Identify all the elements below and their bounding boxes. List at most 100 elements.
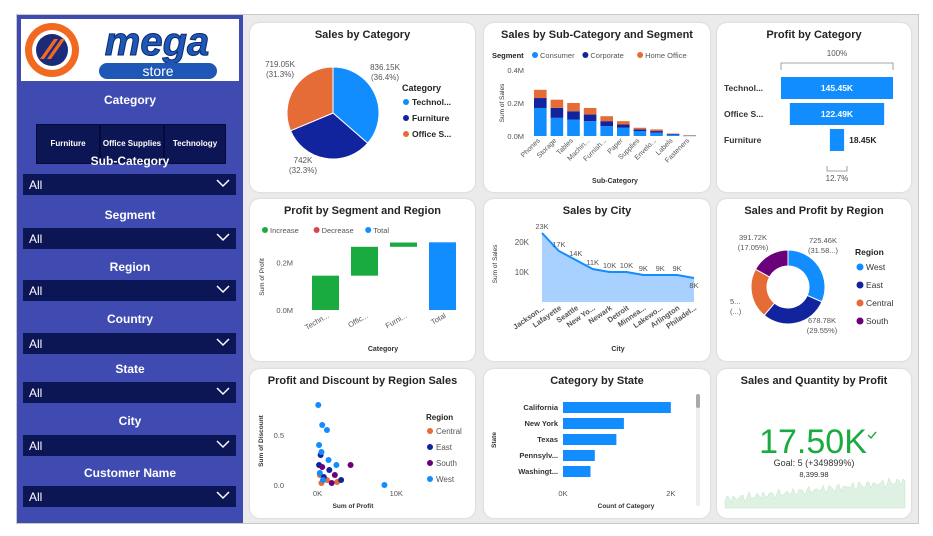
legend-label: Corporate xyxy=(590,51,623,60)
legend-marker xyxy=(403,99,409,105)
funnel-bracket xyxy=(826,166,848,172)
bar-segment xyxy=(567,111,580,120)
chevron-down-icon xyxy=(216,285,230,294)
category-tile-furniture[interactable]: Furniture xyxy=(36,124,100,164)
category-tile-office-supplies[interactable]: Office Supplies xyxy=(100,124,164,164)
legend-label: South xyxy=(866,316,888,326)
bar-segment xyxy=(617,127,630,136)
region-dropdown[interactable]: All xyxy=(23,280,236,301)
bar-segment xyxy=(550,99,564,108)
card-profit-by-category[interactable]: Profit by Category 100% 145.45K Technol...… xyxy=(717,23,911,192)
legend-label: Total xyxy=(373,226,389,235)
kpi-value: 17.50K xyxy=(759,423,867,461)
legend-marker xyxy=(637,52,644,58)
data-label: (36.4%) xyxy=(371,73,399,82)
card-sales-by-category[interactable]: Sales by Category 719.05K (31.3%) 836.15K(… xyxy=(250,23,475,192)
y-tick-label: 0.2M xyxy=(507,99,524,108)
x-tick-label: Offic... xyxy=(346,311,369,330)
data-label: 719.05K xyxy=(265,60,295,69)
category-filter-label: Category xyxy=(103,93,156,107)
bar-segment xyxy=(534,107,547,136)
data-label: (17.05%) xyxy=(738,243,769,252)
card-profit-by-segment-region[interactable]: Profit by Segment and Region Increase Dec… xyxy=(250,199,475,361)
legend-marker xyxy=(427,428,433,434)
waterfall-bar xyxy=(390,242,417,247)
funnel-bar xyxy=(789,103,885,125)
legend-marker xyxy=(856,299,864,307)
legend-marker xyxy=(262,227,268,233)
y-tick-label: 0.5 xyxy=(274,431,284,440)
x-axis-label: Sum of Profit xyxy=(333,503,375,510)
funnel-bracket xyxy=(780,62,894,70)
legend-label: Technol... xyxy=(412,97,451,107)
bar-segment xyxy=(666,134,680,136)
bar-segment xyxy=(600,121,613,127)
x-axis-label: Sub-Category xyxy=(592,178,638,185)
segment-dropdown[interactable]: All xyxy=(23,228,236,249)
state-dropdown[interactable]: All xyxy=(23,382,236,403)
scatter-point xyxy=(325,457,332,463)
data-label: 17K xyxy=(552,240,565,249)
bar-segment xyxy=(666,133,680,135)
data-label: 836.15K xyxy=(370,63,400,72)
chart-title: Sales by City xyxy=(562,205,632,217)
scatter-point xyxy=(333,462,340,468)
horizontal-bar-chart: California New York Texas Pennsylv... Washin… xyxy=(491,394,700,510)
card-sales-by-city[interactable]: Sales by City 10K 20K Sum of Sales 23K Jacks… xyxy=(484,199,710,361)
customer-dropdown[interactable]: All xyxy=(23,486,236,507)
data-label: 18.45K xyxy=(849,135,877,145)
scatter-point xyxy=(319,464,326,470)
bar-segment xyxy=(633,127,647,130)
bar-segment xyxy=(583,121,597,136)
subcategory-filter-label: Sub-Category xyxy=(90,154,170,168)
bar-segment xyxy=(666,134,680,135)
chevron-down-icon xyxy=(216,179,230,188)
subcategory-value: All xyxy=(29,178,43,192)
data-label: 725.46K xyxy=(809,236,837,245)
donut-chart: 725.46K(31.58...) 678.78K(29.55%) 5...(...… xyxy=(730,233,894,335)
chart-title: Profit and Discount by Region Sales xyxy=(267,375,458,387)
card-sales-quantity-by-profit[interactable]: Sales and Quantity by Profit 17.50K Goal:… xyxy=(717,369,911,518)
data-label: 10K xyxy=(603,261,616,270)
kpi-sub: 8,399.98 xyxy=(799,470,828,479)
legend-marker xyxy=(582,52,589,58)
data-label: 145.45K xyxy=(821,83,854,93)
city-dropdown[interactable]: All xyxy=(23,435,236,456)
bar-segment xyxy=(583,107,597,115)
legend-marker xyxy=(403,131,409,137)
scatter-point xyxy=(347,462,354,468)
bar-segment xyxy=(683,135,696,136)
y-axis-label: Sum of Sales xyxy=(492,244,499,283)
scatter-point xyxy=(323,427,330,433)
chevron-down-icon xyxy=(216,338,230,347)
scatter-point xyxy=(316,470,323,476)
chart-title: Profit by Category xyxy=(766,29,862,41)
scatter-point xyxy=(338,477,345,483)
scrollbar-track xyxy=(696,394,700,506)
legend-label: Furniture xyxy=(412,113,450,123)
card-profit-discount-region[interactable]: Profit and Discount by Region Sales 0.0 0… xyxy=(250,369,475,518)
card-category-by-state[interactable]: Category by State California New York Texa… xyxy=(484,369,710,518)
category-label: Technol... xyxy=(724,83,763,93)
chart-title: Profit by Segment and Region xyxy=(283,205,442,217)
region-value: All xyxy=(29,284,43,298)
data-label: 10K xyxy=(620,261,633,270)
data-label: 9K xyxy=(639,264,648,273)
scatter-point xyxy=(381,482,388,488)
card-sales-by-subcategory-segment[interactable]: Sales by Sub-Category and Segment Segmen… xyxy=(484,23,710,192)
city-filter-label: City xyxy=(118,414,142,428)
y-tick-label: 10K xyxy=(515,268,530,277)
card-sales-profit-by-region[interactable]: Sales and Profit by Region 725.46K (31.58… xyxy=(717,199,911,361)
category-tile-technology[interactable]: Technology xyxy=(164,124,226,164)
scatter-point xyxy=(320,477,327,483)
bar-segment xyxy=(617,121,630,125)
legend-marker xyxy=(856,317,864,325)
legend-marker xyxy=(427,460,433,466)
donut-slice-west xyxy=(787,249,826,303)
y-tick-label: 0.0M xyxy=(276,306,293,315)
country-dropdown[interactable]: All xyxy=(23,333,236,354)
data-label: 23K xyxy=(535,222,548,231)
x-tick-label: 0K xyxy=(558,489,567,498)
x-axis-label: City xyxy=(611,346,624,353)
subcategory-dropdown[interactable]: All xyxy=(23,174,236,195)
